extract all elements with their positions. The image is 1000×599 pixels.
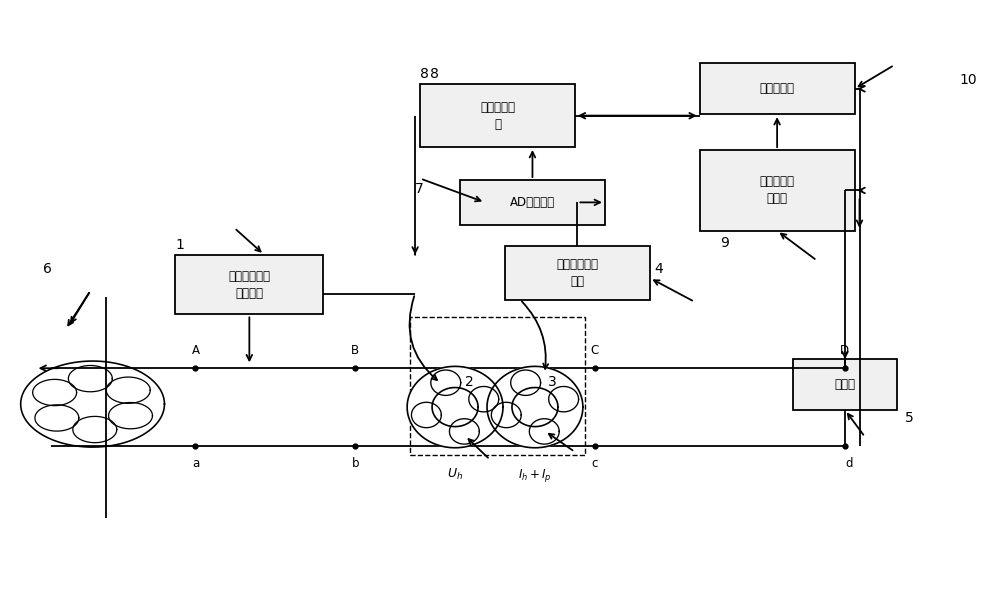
Text: 10: 10 bbox=[959, 73, 977, 87]
Text: a: a bbox=[192, 456, 199, 470]
Text: 3: 3 bbox=[548, 375, 557, 389]
Bar bbox=[460, 180, 605, 225]
Text: 5: 5 bbox=[904, 411, 913, 425]
Text: 8: 8 bbox=[420, 67, 429, 81]
Polygon shape bbox=[407, 367, 503, 448]
Polygon shape bbox=[487, 367, 583, 448]
Text: 上级服务器: 上级服务器 bbox=[760, 82, 795, 95]
Bar bbox=[505, 246, 650, 300]
Text: b: b bbox=[351, 456, 359, 470]
Text: B: B bbox=[351, 344, 359, 358]
Text: 6: 6 bbox=[43, 262, 52, 276]
Bar bbox=[420, 84, 575, 147]
Text: 电能表: 电能表 bbox=[835, 378, 856, 391]
Bar bbox=[175, 255, 323, 314]
Polygon shape bbox=[432, 388, 478, 426]
Text: AD采样模块: AD采样模块 bbox=[510, 196, 555, 209]
Text: c: c bbox=[592, 456, 598, 470]
Text: 数据处理单
元: 数据处理单 元 bbox=[480, 101, 515, 131]
Text: D: D bbox=[840, 344, 849, 358]
Bar bbox=[700, 63, 855, 114]
Text: 9: 9 bbox=[720, 236, 729, 250]
Text: 电力负荷控
制终端: 电力负荷控 制终端 bbox=[760, 176, 795, 205]
Text: 7: 7 bbox=[415, 182, 424, 196]
Text: C: C bbox=[591, 344, 599, 358]
Text: 1: 1 bbox=[175, 238, 184, 252]
Text: $I_h+I_p$: $I_h+I_p$ bbox=[518, 467, 552, 484]
Bar bbox=[793, 359, 897, 410]
Text: 2: 2 bbox=[465, 375, 474, 389]
Text: 8: 8 bbox=[430, 67, 439, 81]
Text: 4: 4 bbox=[655, 262, 664, 276]
Text: $U_h$: $U_h$ bbox=[447, 467, 463, 482]
Bar bbox=[700, 150, 855, 231]
Text: A: A bbox=[191, 344, 199, 358]
Bar bbox=[410, 317, 585, 455]
Text: 高频电压信号
发生装置: 高频电压信号 发生装置 bbox=[228, 270, 270, 300]
Text: 电流信号分离
模块: 电流信号分离 模块 bbox=[556, 258, 598, 288]
Polygon shape bbox=[512, 388, 558, 426]
Text: d: d bbox=[846, 456, 853, 470]
